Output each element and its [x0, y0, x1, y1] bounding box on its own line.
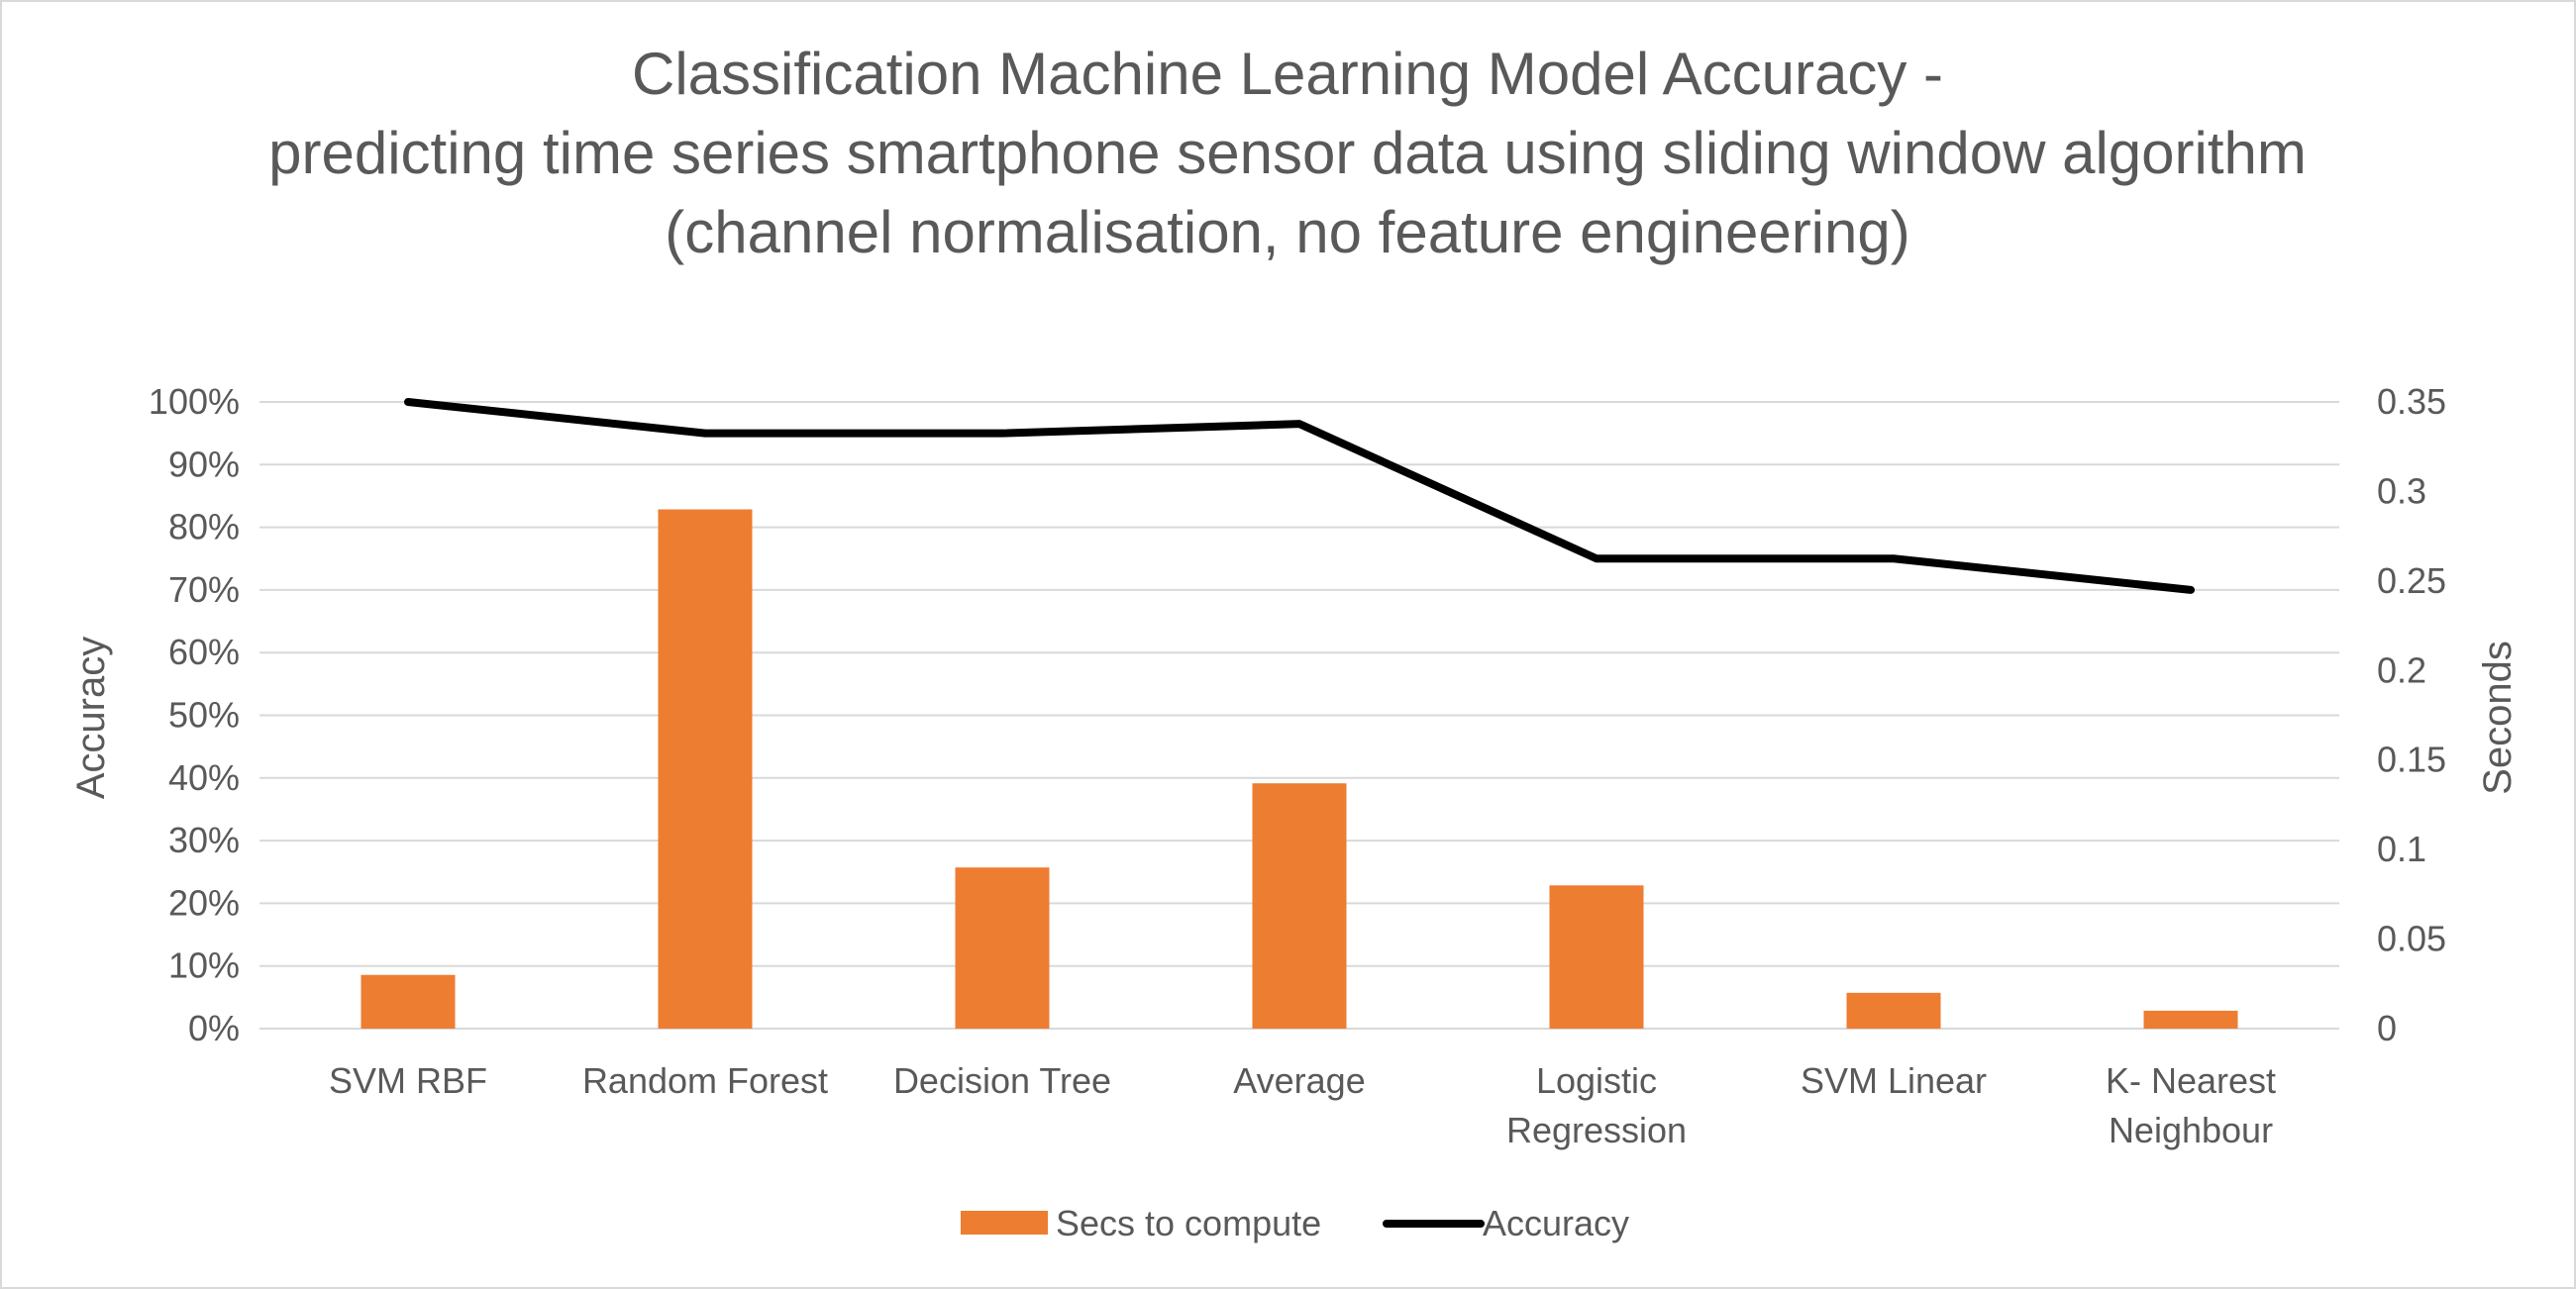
bar — [658, 509, 753, 1029]
right-axis-title: Seconds — [2476, 641, 2520, 795]
left-tick-label: 80% — [168, 507, 240, 547]
left-tick-label: 50% — [168, 695, 240, 736]
gridlines — [259, 401, 2339, 1030]
legend-label-secs-to-compute: Secs to compute — [1056, 1203, 1321, 1243]
bar — [1846, 992, 1941, 1029]
category-label: Random Forest — [582, 1060, 828, 1101]
chart-title-line-2: predicting time series smartphone sensor… — [268, 120, 2307, 186]
bar — [2143, 1010, 2238, 1029]
legend-swatch-secs-to-compute — [961, 1211, 1048, 1235]
category-label: Average — [1233, 1060, 1365, 1101]
category-axis-labels: SVM RBF Random Forest Decision Tree Average… — [329, 1060, 2276, 1150]
left-tick-label: 10% — [168, 945, 240, 986]
left-tick-label: 90% — [168, 444, 240, 484]
right-tick-label: 0.3 — [2377, 470, 2426, 511]
category-label: Logistic — [1536, 1060, 1657, 1101]
right-tick-label: 0.2 — [2377, 649, 2426, 690]
category-label: SVM Linear — [1801, 1060, 1987, 1101]
right-tick-label: 0.15 — [2377, 740, 2446, 780]
right-tick-label: 0.05 — [2377, 919, 2446, 959]
bar — [1252, 783, 1347, 1029]
legend: Secs to compute Accuracy — [961, 1203, 1629, 1243]
left-tick-label: 20% — [168, 882, 240, 923]
right-tick-label: 0.25 — [2377, 560, 2446, 601]
left-tick-label: 30% — [168, 820, 240, 860]
category-label: SVM RBF — [329, 1060, 487, 1101]
category-label: K- Nearest — [2106, 1060, 2276, 1101]
right-tick-label: 0.1 — [2377, 829, 2426, 869]
accuracy-line — [404, 398, 2195, 594]
bar-series-secs-to-compute — [361, 509, 2238, 1029]
category-label: Neighbour — [2109, 1110, 2273, 1150]
left-tick-label: 100% — [149, 381, 240, 422]
left-axis-ticks: 0% 10% 20% 30% 40% 50% 60% 70% 80% 90% 100% — [149, 381, 240, 1048]
bar — [361, 974, 456, 1029]
right-axis-ticks: 0 0.05 0.1 0.15 0.2 0.25 0.3 0.35 — [2377, 381, 2446, 1048]
left-tick-label: 0% — [188, 1008, 240, 1048]
category-label: Decision Tree — [893, 1060, 1111, 1101]
bar — [955, 867, 1050, 1029]
line-series-accuracy — [404, 398, 2195, 594]
left-tick-label: 40% — [168, 757, 240, 798]
bar — [1549, 885, 1644, 1029]
left-axis-title: Accuracy — [69, 637, 113, 800]
category-label: Regression — [1506, 1110, 1687, 1150]
legend-label-accuracy: Accuracy — [1483, 1203, 1629, 1243]
right-tick-label: 0 — [2377, 1008, 2397, 1048]
chart-title-line-3: (channel normalisation, no feature engin… — [665, 199, 1909, 265]
chart-title-line-1: Classification Machine Learning Model Ac… — [632, 41, 1943, 107]
left-tick-label: 70% — [168, 569, 240, 610]
left-tick-label: 60% — [168, 632, 240, 672]
right-tick-label: 0.35 — [2377, 381, 2446, 422]
